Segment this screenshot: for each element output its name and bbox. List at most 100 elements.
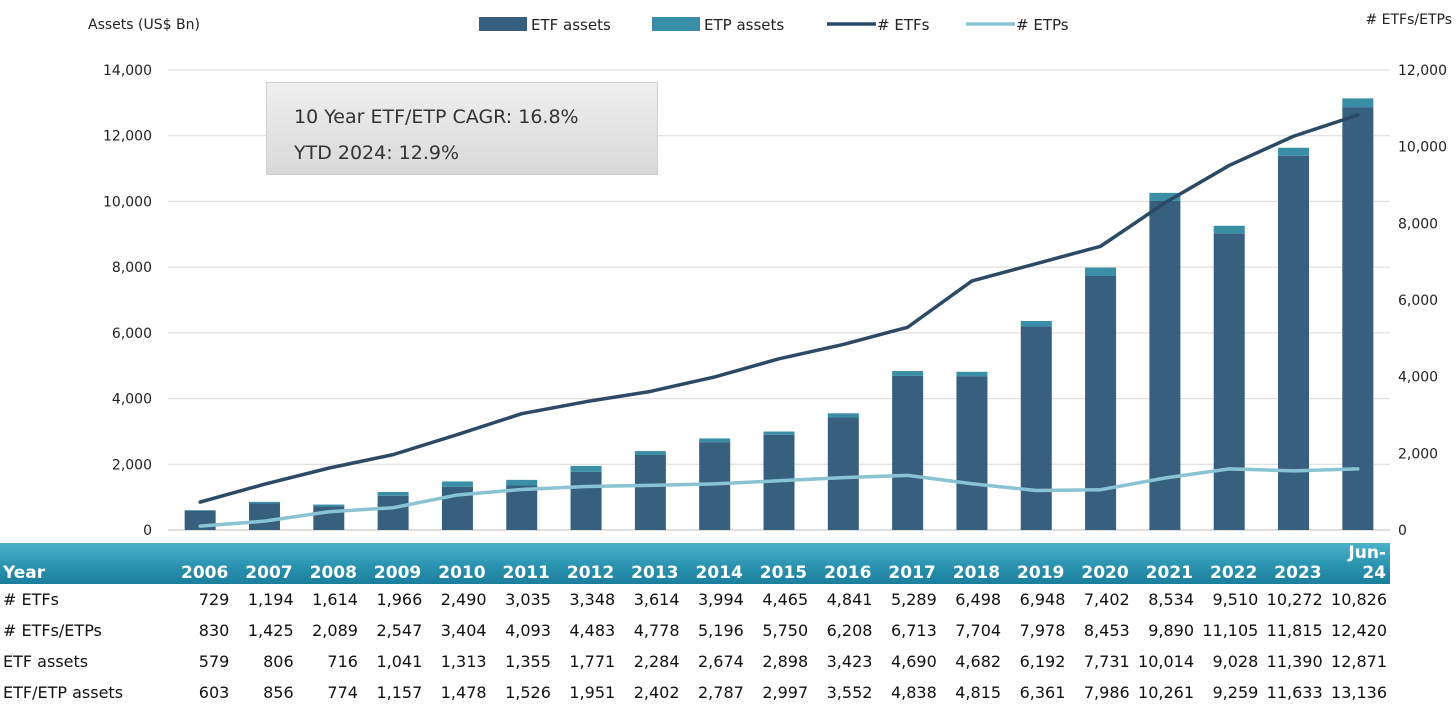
table-header-cell: 2012: [553, 543, 619, 584]
left-axis-title: Assets (US$ Bn): [88, 17, 200, 33]
table-cell: 1,355: [489, 645, 554, 677]
bar-etf-assets: [1020, 326, 1052, 530]
bar-etp-assets: [763, 431, 795, 435]
table-header-cell: 2018: [939, 543, 1005, 584]
bar-etf-assets: [570, 471, 602, 530]
table-cell: 8,534: [1132, 584, 1197, 615]
table-cell: 4,682: [939, 645, 1005, 677]
table-header-cell: 2021: [1132, 543, 1197, 584]
table-cell: 716: [296, 645, 361, 677]
bar-etf-assets: [699, 442, 731, 530]
right-tick-label: 2,000: [1398, 446, 1438, 462]
table-header-year: Year: [0, 543, 168, 584]
table-header-cell: 2009: [360, 543, 426, 584]
table-cell: 2,787: [682, 676, 747, 708]
table-header-cell: Jun-24: [1325, 543, 1390, 584]
cagr-line: 10 Year ETF/ETP CAGR: 16.8%: [294, 106, 579, 128]
table-cell: 11,390: [1261, 645, 1326, 677]
table-cell: 4,838: [875, 676, 940, 708]
count-lines: [198, 113, 1360, 528]
bar-etf-assets: [827, 417, 859, 530]
bar-etf-assets: [1342, 107, 1374, 531]
table-cell: 2,089: [296, 614, 361, 646]
table-cell: 9,510: [1197, 584, 1262, 615]
table-header-cell: 2023: [1261, 543, 1326, 584]
table-cell: 806: [232, 645, 297, 677]
table-cell: 9,028: [1197, 645, 1262, 677]
table-cell: 774: [296, 676, 361, 708]
table-cell: 6,948: [1004, 584, 1069, 615]
table-cell: 9,890: [1132, 614, 1197, 646]
table-cell: 3,348: [553, 584, 619, 615]
legend-label-num-etps: # ETPs: [1016, 16, 1069, 34]
bar-etp-assets: [1342, 98, 1374, 108]
left-axis-ticks: 0 2,000 4,000 6,000 8,000 10,000 12,000 14,000: [103, 63, 152, 539]
legend: ETF assets ETP assets # ETFs # ETPs: [479, 16, 1069, 34]
table-cell: 3,404: [425, 614, 490, 646]
line-num-etfs: [198, 113, 1360, 504]
table-header-cell: 2016: [811, 543, 876, 584]
table-cell: 12,420: [1325, 614, 1390, 646]
table-cell: 6,498: [939, 584, 1005, 615]
right-axis-ticks: 0 2,000 4,000 6,000 8,000 10,000 12,000: [1398, 63, 1447, 539]
table-cell: 3,994: [682, 584, 747, 615]
table-row: ETF/ETP assets 603 856 774 1,157 1,478 1,526 1,…: [0, 676, 1390, 708]
right-tick-label: 12,000: [1398, 63, 1447, 79]
bar-etp-assets: [570, 465, 602, 472]
right-tick-label: 6,000: [1398, 293, 1438, 309]
bar-etp-assets: [1149, 192, 1181, 201]
left-tick-label: 10,000: [103, 194, 152, 210]
right-tick-label: 0: [1398, 523, 1407, 539]
right-axis-title: # ETFs/ETPs: [1365, 12, 1452, 28]
table-cell: 2,284: [618, 645, 683, 677]
bar-etp-assets: [1278, 147, 1310, 156]
table-header-cell: 2011: [489, 543, 554, 584]
table-cell: 4,815: [939, 676, 1005, 708]
bar-etp-assets: [441, 481, 473, 487]
table-cell: 13,136: [1325, 676, 1390, 708]
table-cell: 4,841: [811, 584, 876, 615]
table-header-cell: 2006: [168, 543, 233, 584]
line-num-etps: [198, 467, 1360, 528]
bar-etp-assets: [248, 501, 280, 504]
gridlines: [168, 69, 1390, 531]
right-tick-label: 8,000: [1398, 216, 1438, 232]
table-row-label: # ETFs: [0, 584, 168, 615]
etf-growth-chart: Assets (US$ Bn) # ETFs/ETPs ETF assets E…: [88, 12, 1452, 539]
table-cell: 5,196: [682, 614, 747, 646]
table-cell: 2,674: [682, 645, 747, 677]
legend-label-etp-assets: ETP assets: [704, 16, 784, 34]
table-header-cell: 2007: [232, 543, 297, 584]
table-cell: 7,402: [1068, 584, 1133, 615]
bar-etf-assets: [956, 376, 988, 530]
right-tick-label: 10,000: [1398, 140, 1447, 156]
table-cell: 4,690: [875, 645, 940, 677]
bar-etp-assets: [634, 451, 666, 455]
left-tick-label: 12,000: [103, 129, 152, 145]
bar-etf-assets: [634, 454, 666, 530]
table-header-cell: 2014: [682, 543, 747, 584]
table-cell: 830: [168, 614, 233, 646]
table-cell: 7,986: [1068, 676, 1133, 708]
left-tick-label: 2,000: [112, 457, 152, 473]
left-tick-label: 6,000: [112, 326, 152, 342]
bar-etp-assets: [1020, 320, 1052, 327]
table-cell: 1,771: [553, 645, 619, 677]
table-cell: 1,966: [360, 584, 426, 615]
legend-label-num-etfs: # ETFs: [877, 16, 930, 34]
bar-etf-assets: [1085, 275, 1117, 530]
left-tick-label: 14,000: [103, 63, 152, 79]
table-cell: 4,093: [489, 614, 554, 646]
table-cell: 7,978: [1004, 614, 1069, 646]
table-cell: 856: [232, 676, 297, 708]
table-cell: 2,997: [746, 676, 812, 708]
table-cell: 10,014: [1132, 645, 1197, 677]
bar-etp-assets: [1213, 225, 1245, 234]
table-cell: 1,194: [232, 584, 297, 615]
left-tick-label: 0: [143, 523, 152, 539]
bar-etf-assets: [1278, 155, 1310, 530]
table-header-row: Year 2006 2007 2008 2009 2010 2011 2012 2013 2014…: [0, 543, 1390, 584]
bar-etp-assets: [184, 510, 216, 511]
table-cell: 3,614: [618, 584, 683, 615]
table-header-cell: 2020: [1068, 543, 1133, 584]
